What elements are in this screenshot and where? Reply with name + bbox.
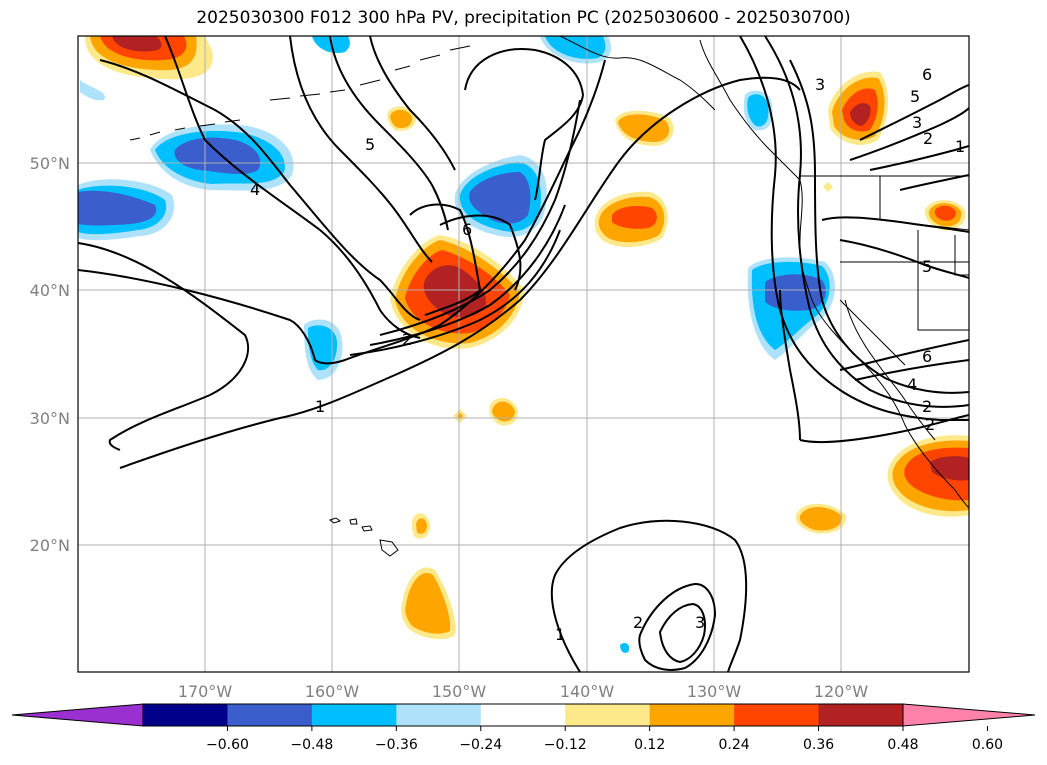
contour-label: 2 [633, 613, 643, 632]
colorbar-tick-label: 0.24 [719, 737, 750, 753]
colorbar-frame [142, 703, 904, 727]
lat-label: 40°N [30, 281, 70, 300]
contour-label: 3 [695, 613, 705, 632]
contour-label: 5 [365, 135, 375, 154]
colorbar: −0.60 −0.48 −0.36 −0.24 −0.12 0.12 0.24 0.36 0.4… [11, 703, 1036, 753]
colorbar-cell [396, 704, 482, 726]
colorbar-cell [227, 704, 313, 726]
colorbar-cell [818, 704, 904, 726]
colorbar-cell [311, 704, 397, 726]
lon-label: 170°W [178, 682, 233, 701]
latitude-labels: 50°N 40°N 30°N 20°N [30, 154, 70, 555]
contour-label: 3 [815, 75, 825, 94]
pv-contours [78, 36, 969, 672]
colorbar-cell [649, 704, 735, 726]
colorbar-tick-label: 0.36 [803, 737, 834, 753]
contour-label: 2 [402, 330, 412, 349]
colorbar-tick-label: 0.12 [634, 737, 665, 753]
contour-label: 2 [922, 397, 932, 416]
colorbar-tick-label: −0.24 [459, 737, 502, 753]
contour-label: 6 [462, 220, 472, 239]
contour-label: 1 [315, 397, 325, 416]
map-frame [77, 35, 970, 673]
precip-shading [78, 36, 969, 653]
colorbar-tick-label: −0.48 [290, 737, 333, 753]
contour-label: 4 [250, 180, 260, 199]
contour-label: 2 [925, 415, 935, 434]
lat-label: 50°N [30, 154, 70, 173]
colorbar-cell [565, 704, 651, 726]
lat-label: 30°N [30, 409, 70, 428]
colorbar-cell [143, 704, 228, 726]
longitude-labels: 170°W 160°W 150°W 140°W 130°W 120°W [178, 682, 869, 701]
lat-label: 20°N [30, 536, 70, 555]
colorbar-left-arrow [11, 703, 144, 727]
contour-label: 5 [910, 87, 920, 106]
contour-label: 4 [907, 375, 917, 394]
lon-label: 150°W [432, 682, 487, 701]
colorbar-cell [480, 704, 566, 726]
contour-labels: 1 2 4 5 6 1 2 3 5 6 3 2 6 5 4 2 1 2 3 [250, 65, 965, 644]
lon-label: 160°W [305, 682, 360, 701]
contour-label: 6 [922, 65, 932, 84]
contour-label: 6 [922, 347, 932, 366]
map-title: 2025030300 F012 300 hPa PV, precipitatio… [196, 8, 851, 28]
colorbar-tick-label: −0.60 [206, 737, 249, 753]
contour-label: 3 [912, 113, 922, 132]
colorbar-tick-label: −0.12 [544, 737, 587, 753]
contour-label: 5 [922, 257, 932, 276]
colorbar-tick-label: 0.60 [972, 737, 1003, 753]
contour-label: 2 [923, 129, 933, 148]
lon-label: 140°W [560, 682, 615, 701]
lon-label: 120°W [814, 682, 869, 701]
colorbar-tick-label: 0.48 [887, 737, 918, 753]
colorbar-tick-label: −0.36 [375, 737, 418, 753]
colorbar-right-arrow [902, 703, 1036, 727]
contour-label: 1 [955, 137, 965, 156]
contour-label: 1 [555, 625, 565, 644]
colorbar-cell [734, 704, 820, 726]
lon-label: 130°W [687, 682, 742, 701]
